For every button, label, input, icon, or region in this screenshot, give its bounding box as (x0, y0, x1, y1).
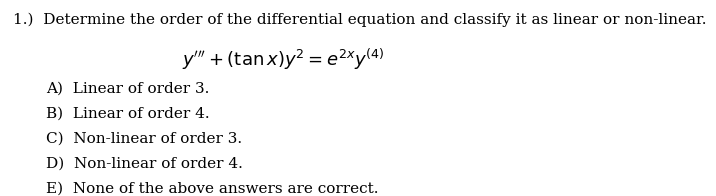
Text: E)  None of the above answers are correct.: E) None of the above answers are correct… (47, 182, 379, 196)
Text: 1.)  Determine the order of the differential equation and classify it as linear : 1.) Determine the order of the different… (13, 13, 706, 27)
Text: A)  Linear of order 3.: A) Linear of order 3. (47, 82, 210, 96)
Text: $y''' + (\tan x)y^2 = e^{2x}y^{(4)}$: $y''' + (\tan x)y^2 = e^{2x}y^{(4)}$ (182, 46, 384, 72)
Text: D)  Non-linear of order 4.: D) Non-linear of order 4. (47, 157, 243, 171)
Text: C)  Non-linear of order 3.: C) Non-linear of order 3. (47, 132, 243, 146)
Text: B)  Linear of order 4.: B) Linear of order 4. (47, 107, 210, 121)
